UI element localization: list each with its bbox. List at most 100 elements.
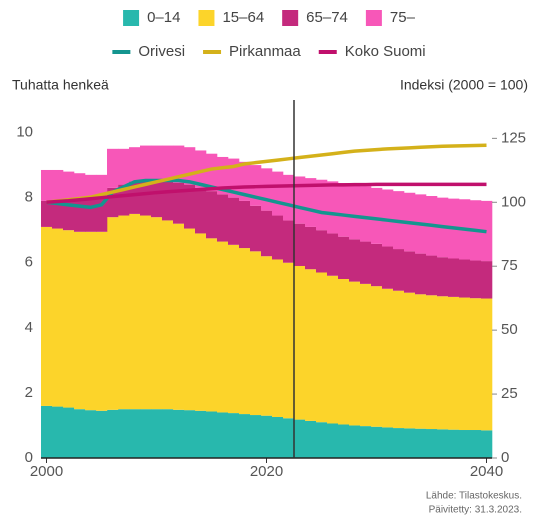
y-tick-label: 0	[25, 449, 33, 466]
bar-segment	[162, 181, 174, 221]
bar-segment	[228, 244, 240, 414]
bar-segment	[426, 429, 438, 458]
bar-segment	[272, 259, 284, 417]
bar-segment	[283, 220, 295, 263]
bar-segment	[52, 200, 64, 229]
bar-segment	[459, 297, 471, 431]
bar-segment	[217, 412, 229, 458]
x-tick-label: 2020	[250, 463, 283, 480]
y-tick-label: 6	[25, 254, 33, 271]
bar-segment	[316, 272, 328, 423]
bar-segment	[96, 410, 108, 458]
bar-segment	[118, 409, 130, 458]
bar-segment	[151, 217, 163, 410]
bar-segment	[162, 220, 174, 410]
bar-segment	[239, 161, 251, 201]
y2-tick-label: 0	[501, 449, 509, 466]
bar-segment	[184, 184, 196, 229]
legend-swatch	[282, 10, 299, 26]
bar-segment	[470, 430, 482, 458]
line	[46, 182, 487, 205]
bar-segment	[107, 217, 119, 410]
bar-segment	[129, 147, 141, 182]
bar-segment	[228, 413, 240, 458]
bar-segment	[415, 428, 427, 458]
legend-label: Koko Suomi	[345, 43, 426, 60]
bar-segment	[151, 181, 163, 218]
bar-segment	[85, 410, 97, 458]
bar-segment	[228, 158, 240, 198]
bar-segment	[228, 197, 240, 245]
bar-segment	[173, 223, 185, 410]
bar-segment	[349, 184, 361, 240]
bar-segment	[338, 279, 350, 425]
bar-segment	[41, 226, 53, 406]
bar-segment	[118, 148, 130, 185]
bar-segment	[41, 169, 53, 201]
bar-segment	[316, 230, 328, 273]
bar-segment	[415, 253, 427, 295]
y-tick-label: 4	[25, 319, 33, 336]
bar-segment	[184, 147, 196, 185]
bar-segment	[184, 410, 196, 458]
bar-segment	[316, 179, 328, 231]
bar-segment	[382, 288, 394, 428]
bar-segment	[470, 260, 482, 299]
x-tick-label: 2000	[30, 463, 63, 480]
bar-segment	[426, 255, 438, 296]
bar-segment	[327, 275, 339, 424]
bar-segment	[371, 426, 383, 458]
bar-segment	[217, 194, 229, 242]
y2-tick-label: 125	[501, 129, 526, 146]
bar-segment	[371, 286, 383, 427]
bar-segment	[470, 298, 482, 431]
line	[46, 143, 487, 205]
y-tick-label: 10	[16, 124, 33, 141]
bar-segment	[294, 419, 306, 458]
bar-segment	[294, 223, 306, 266]
bar-segment	[448, 258, 460, 297]
legend-label: 75–	[390, 9, 416, 26]
bar-segment	[52, 228, 64, 407]
legend-label: Pirkanmaa	[229, 43, 301, 60]
bar-segment	[327, 423, 339, 458]
bar-segment	[426, 295, 438, 430]
legend-swatch	[365, 10, 382, 26]
legend-label: Orivesi	[138, 43, 185, 60]
bar-segment	[371, 243, 383, 287]
y2-tick-label: 50	[501, 321, 518, 338]
bar-segment	[206, 238, 218, 412]
y-tick-label: 8	[25, 189, 33, 206]
legend-label: 15–64	[222, 9, 264, 26]
bar-segment	[338, 236, 350, 279]
bar-segment	[63, 407, 75, 458]
bar-segment	[393, 249, 405, 291]
bar-segment	[195, 233, 207, 411]
x-tick-label: 2040	[470, 463, 503, 480]
bar-segment	[129, 409, 141, 458]
bar-segment	[349, 281, 361, 426]
bar-segment	[239, 414, 251, 458]
bar-segment	[261, 168, 273, 211]
y2-tick-label: 25	[501, 385, 518, 402]
bar-segment	[481, 430, 493, 458]
source: Lähde: Tilastokeskus.	[426, 491, 522, 502]
bar-segment	[74, 409, 86, 458]
bar-segment	[195, 187, 207, 234]
bar-segment	[74, 173, 86, 200]
bar-segment	[261, 415, 273, 458]
bar-segment	[140, 409, 152, 458]
legend-swatch	[123, 10, 140, 26]
bar-segment	[129, 213, 141, 410]
bar-segment	[393, 428, 405, 458]
bar-segment	[294, 265, 306, 420]
bar-segment	[481, 261, 493, 299]
bar-segment	[448, 429, 460, 458]
bar-segment	[360, 186, 372, 242]
bar-segment	[371, 187, 383, 244]
bar-segment	[272, 416, 284, 458]
bar-segment	[140, 145, 152, 182]
bar-segment	[481, 298, 493, 431]
bar-segment	[217, 156, 229, 195]
